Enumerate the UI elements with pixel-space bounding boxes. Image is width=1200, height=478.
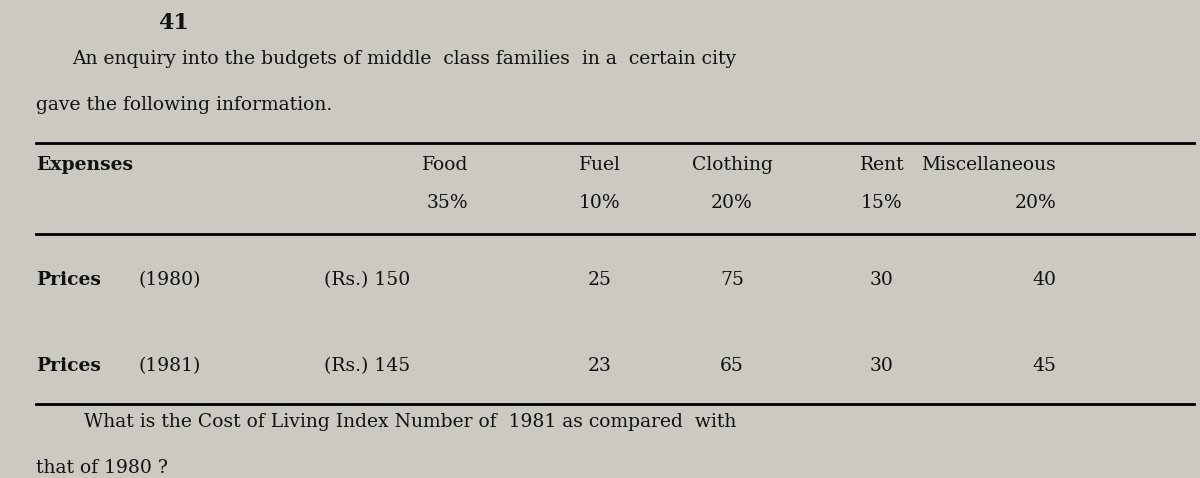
Text: (1980): (1980): [138, 271, 200, 289]
Text: 25: 25: [588, 271, 612, 289]
Text: 41: 41: [158, 12, 190, 34]
Text: 45: 45: [1032, 357, 1056, 375]
Text: 15%: 15%: [862, 194, 902, 212]
Text: 10%: 10%: [580, 194, 620, 212]
Text: Food: Food: [421, 156, 468, 174]
Text: 20%: 20%: [1014, 194, 1056, 212]
Text: 65: 65: [720, 357, 744, 375]
Text: Rent: Rent: [859, 156, 905, 174]
Text: Prices: Prices: [36, 357, 101, 375]
Text: 40: 40: [1032, 271, 1056, 289]
Text: 30: 30: [870, 271, 894, 289]
Text: Clothing: Clothing: [691, 156, 773, 174]
Text: 23: 23: [588, 357, 612, 375]
Text: Prices: Prices: [36, 271, 101, 289]
Text: gave the following information.: gave the following information.: [36, 96, 332, 114]
Text: that of 1980 ?: that of 1980 ?: [36, 459, 168, 477]
Text: Miscellaneous: Miscellaneous: [922, 156, 1056, 174]
Text: 20%: 20%: [712, 194, 752, 212]
Text: An enquiry into the budgets of middle  class families  in a  certain city: An enquiry into the budgets of middle cl…: [72, 50, 736, 68]
Text: Expenses: Expenses: [36, 156, 133, 174]
Text: (1981): (1981): [138, 357, 200, 375]
Text: 30: 30: [870, 357, 894, 375]
Text: Fuel: Fuel: [580, 156, 620, 174]
Text: 75: 75: [720, 271, 744, 289]
Text: (Rs.) 145: (Rs.) 145: [324, 357, 410, 375]
Text: 35%: 35%: [426, 194, 468, 212]
Text: What is the Cost of Living Index Number of  1981 as compared  with: What is the Cost of Living Index Number …: [36, 413, 737, 432]
Text: (Rs.) 150: (Rs.) 150: [324, 271, 410, 289]
